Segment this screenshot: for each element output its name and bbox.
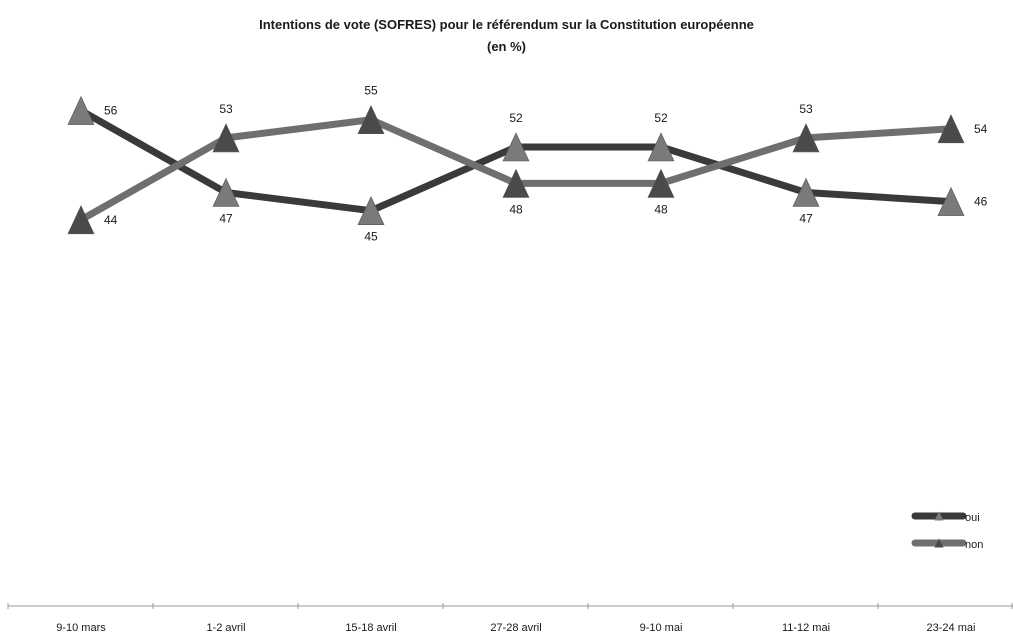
x-tick-label: 11-12 mai bbox=[782, 622, 830, 634]
x-tick-label: 23-24 mai bbox=[927, 622, 976, 634]
data-label-non: 55 bbox=[364, 84, 378, 98]
data-point-oui bbox=[647, 132, 675, 162]
x-tick-label: 9-10 mars bbox=[56, 622, 106, 634]
data-label-non: 48 bbox=[509, 202, 523, 216]
data-label-oui: 52 bbox=[654, 111, 668, 125]
chart-subtitle: (en %) bbox=[487, 39, 526, 54]
data-label-non: 53 bbox=[799, 102, 813, 116]
data-label-non: 48 bbox=[654, 202, 668, 216]
x-tick-label: 1-2 avril bbox=[206, 622, 245, 634]
data-label-oui: 56 bbox=[104, 104, 118, 118]
data-label-non: 53 bbox=[219, 102, 233, 116]
data-point-oui bbox=[67, 95, 95, 125]
data-point-oui bbox=[502, 132, 530, 162]
data-point-non bbox=[647, 168, 675, 198]
data-point-oui bbox=[792, 177, 820, 207]
chart-title-block: Intentions de vote (SOFRES) pour le réfé… bbox=[0, 14, 1013, 58]
data-point-oui bbox=[212, 177, 240, 207]
data-point-oui bbox=[937, 186, 965, 216]
data-label-non: 44 bbox=[104, 213, 118, 227]
x-tick-label: 9-10 mai bbox=[640, 622, 683, 634]
data-point-non bbox=[937, 114, 965, 144]
x-tick-label: 15-18 avril bbox=[345, 622, 396, 634]
data-point-non bbox=[357, 104, 385, 134]
chart-title: Intentions de vote (SOFRES) pour le réfé… bbox=[259, 17, 754, 32]
data-label-oui: 52 bbox=[509, 111, 523, 125]
data-point-oui bbox=[357, 195, 385, 225]
data-point-non bbox=[212, 123, 240, 153]
legend-marker-non bbox=[934, 538, 944, 548]
data-label-oui: 47 bbox=[219, 212, 233, 226]
data-point-non bbox=[67, 205, 95, 235]
x-tick-label: 27-28 avril bbox=[490, 622, 541, 634]
data-point-non bbox=[502, 168, 530, 198]
data-label-oui: 46 bbox=[974, 195, 988, 209]
data-label-oui: 47 bbox=[799, 212, 813, 226]
legend-label-non: non bbox=[965, 539, 983, 551]
legend: oui non bbox=[911, 511, 983, 551]
data-point-non bbox=[792, 123, 820, 153]
legend-marker-oui bbox=[934, 511, 944, 521]
legend-label-oui: oui bbox=[965, 512, 980, 524]
data-label-non: 54 bbox=[974, 122, 988, 136]
data-label-oui: 45 bbox=[364, 230, 378, 244]
